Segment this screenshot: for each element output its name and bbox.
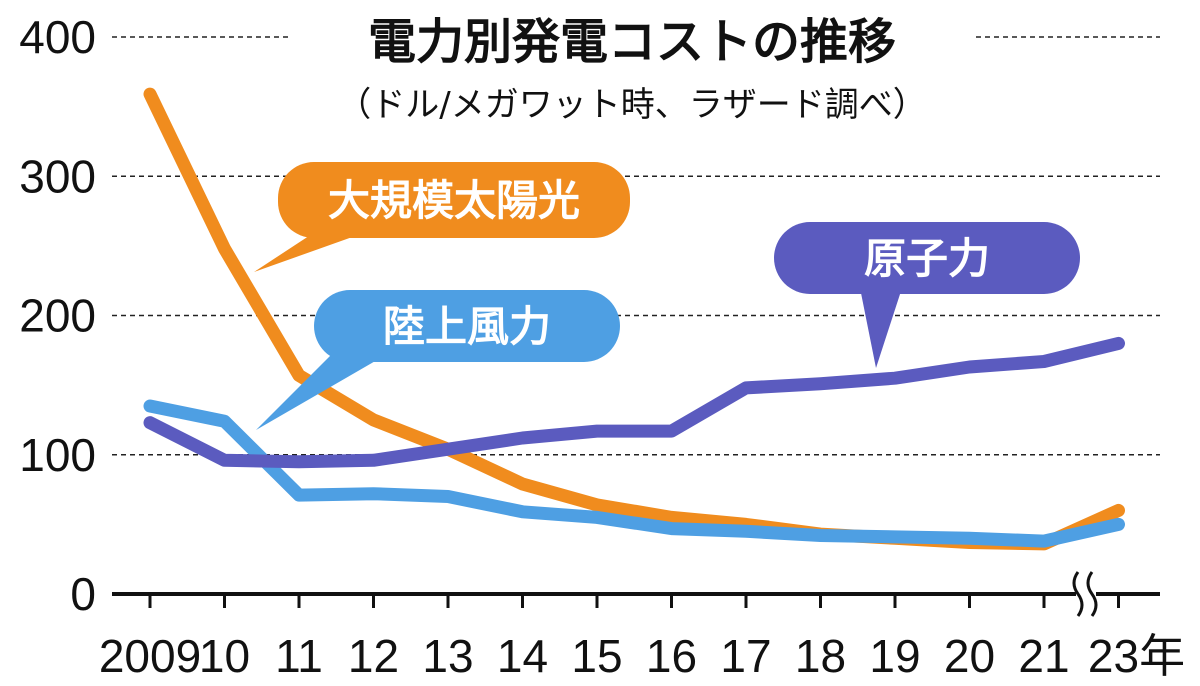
- y-axis-ticks: 0 100 200 300 400: [19, 11, 96, 620]
- x-tick-label: 16: [646, 630, 697, 682]
- x-tick-label: 15: [571, 630, 622, 682]
- callout-bubble: [774, 222, 1080, 294]
- callout-tail: [256, 356, 384, 430]
- x-tick-label: 19: [869, 630, 920, 682]
- callout-tail: [860, 288, 902, 368]
- title-background: [288, 8, 976, 72]
- y-tick-label: 300: [19, 150, 96, 202]
- callout-bubble: [314, 290, 620, 362]
- series-label: 原子力: [864, 234, 990, 283]
- callout-bubble: [278, 162, 630, 238]
- x-tick-label: 18: [795, 630, 846, 682]
- x-tick-label: 21: [1018, 630, 1069, 682]
- y-tick-label: 400: [19, 11, 96, 63]
- series-line: [143, 336, 1125, 469]
- chart-title: 電力別発電コストの推移: [368, 14, 896, 70]
- x-tick-label: 13: [422, 630, 473, 682]
- series-lines: [143, 87, 1125, 551]
- x-tick-label: 14: [497, 630, 548, 682]
- x-tick-label: 2009: [99, 630, 201, 682]
- y-tick-label: 200: [19, 290, 96, 342]
- x-tick-label: 23年: [1088, 630, 1185, 682]
- callout-tail: [254, 230, 372, 272]
- x-tick-label: 12: [348, 630, 399, 682]
- axis-break-mark: [1072, 571, 1084, 617]
- y-tick-label: 100: [19, 429, 96, 481]
- chart-subtitle: （ドル/メガワット時、ラザード調べ）: [337, 85, 926, 125]
- chart-titles: 電力別発電コストの推移 （ドル/メガワット時、ラザード調べ）: [238, 8, 1032, 130]
- series-line: [143, 399, 1125, 548]
- x-tick-label: 11: [275, 630, 323, 682]
- y-tick-label: 0: [70, 568, 96, 620]
- axis-break-mark: [1086, 571, 1098, 617]
- series-label: 大規模太陽光: [328, 176, 580, 225]
- series-line: [143, 87, 1125, 551]
- subtitle-background: [238, 74, 1032, 130]
- x-tick-label: 10: [199, 630, 250, 682]
- series-label: 陸上風力: [383, 302, 551, 351]
- x-tick-label: 17: [720, 630, 771, 682]
- x-tick-label: 20: [944, 630, 995, 682]
